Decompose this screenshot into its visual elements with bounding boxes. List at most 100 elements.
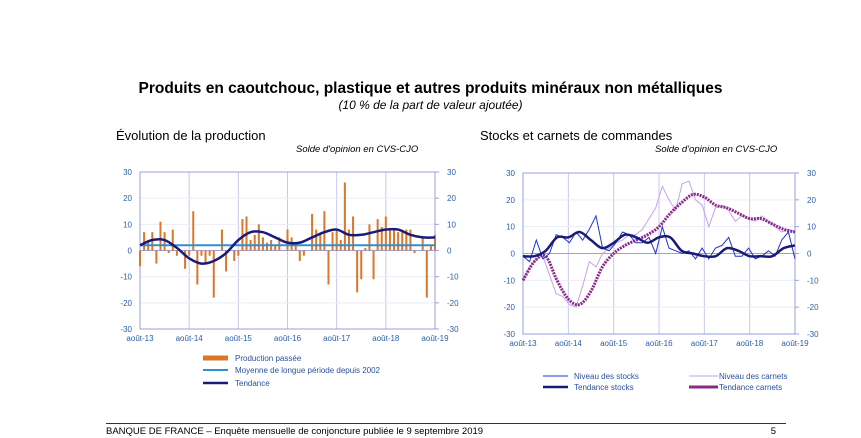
production-bar <box>360 250 363 280</box>
y-tick-label-left: 10 <box>123 220 132 229</box>
x-tick-label: août-13 <box>126 334 154 343</box>
y-tick-label-right: 20 <box>447 194 456 203</box>
production-bar <box>413 250 416 254</box>
plot-frame <box>522 172 796 335</box>
x-tick-label: août-16 <box>274 334 302 343</box>
production-bar <box>311 213 314 251</box>
production-bar <box>286 229 289 251</box>
x-tick-label: août-14 <box>176 334 204 343</box>
x-tick-label: août-18 <box>736 339 764 348</box>
y-tick-label-left: 30 <box>506 169 515 178</box>
x-tick-label: août-17 <box>691 339 719 348</box>
y-tick-label-left: -30 <box>503 330 515 339</box>
stocks-level-line <box>522 214 796 263</box>
production-bar <box>376 219 379 251</box>
production-bar <box>143 232 146 251</box>
stocks-unit-label: Solde d'opinion en CVS-CJO <box>655 144 778 155</box>
production-bar <box>368 224 371 251</box>
production-bar <box>167 250 170 254</box>
production-bar <box>233 250 236 261</box>
y-tick-label-right: 10 <box>807 223 816 232</box>
production-bar <box>225 250 228 272</box>
y-tick-label-left: 20 <box>123 194 132 203</box>
production-bar <box>298 250 301 261</box>
y-tick-label-right: -10 <box>447 273 459 282</box>
stocks-trend-legend-label: Tendance stocks <box>574 383 634 392</box>
y-tick-label-right: -20 <box>807 303 819 312</box>
production-bar <box>421 237 424 251</box>
production-bar <box>434 234 436 251</box>
x-tick-label: août-17 <box>323 334 351 343</box>
production-bar <box>139 250 141 267</box>
production-bar <box>429 245 432 251</box>
production-bar <box>364 247 367 251</box>
stocks-chart-title: Stocks et carnets de commandes <box>480 128 673 143</box>
y-tick-label-left: -20 <box>503 303 515 312</box>
production-bar <box>241 219 244 251</box>
production-bar <box>380 226 383 251</box>
production-bar <box>343 182 346 251</box>
y-tick-label-right: 0 <box>447 247 452 256</box>
production-bar <box>356 250 359 293</box>
production-bar <box>192 211 195 251</box>
production-bar <box>200 250 203 256</box>
y-tick-label-left: 0 <box>128 247 133 256</box>
production-bar <box>237 250 240 256</box>
y-tick-label-left: -20 <box>120 299 132 308</box>
page-subtitle: (10 % de la part de valeur ajoutée) <box>338 98 523 112</box>
production-bar <box>155 250 158 264</box>
x-tick-label: août-16 <box>645 339 673 348</box>
page-number: 5 <box>770 426 776 437</box>
production-bar <box>253 234 256 251</box>
x-tick-label: août-15 <box>225 334 253 343</box>
carnets-trend-line <box>521 192 796 307</box>
production-bar <box>352 216 355 251</box>
y-tick-label-right: 20 <box>807 196 816 205</box>
production-bar <box>175 250 178 256</box>
production-bar <box>331 232 334 251</box>
production-bar <box>278 237 281 251</box>
y-tick-label-right: 10 <box>447 220 456 229</box>
production-bar <box>388 229 391 251</box>
stocks-trend-line <box>522 230 796 259</box>
production-legend-label: Production passée <box>235 354 302 363</box>
production-bar <box>397 232 400 251</box>
production-bar <box>347 229 350 251</box>
mean-legend-label: Moyenne de longue période depuis 2002 <box>235 366 381 375</box>
production-bar <box>294 242 297 251</box>
production-unit-label: Solde d'opinion en CVS-CJO <box>296 144 419 155</box>
y-tick-label-left: 10 <box>506 223 515 232</box>
production-bar <box>319 234 322 251</box>
footer-text: BANQUE DE FRANCE – Enquête mensuelle de … <box>106 426 484 437</box>
production-bar <box>266 242 269 251</box>
y-tick-label-left: -10 <box>120 273 132 282</box>
page-title: Produits en caoutchouc, plastique et aut… <box>138 80 723 97</box>
production-bar <box>401 229 404 251</box>
y-tick-label-right: -10 <box>807 276 819 285</box>
production-bar <box>393 229 396 251</box>
production-bar <box>405 229 408 251</box>
y-tick-label-right: -30 <box>807 330 819 339</box>
production-bar <box>261 237 264 251</box>
production-bar <box>171 229 174 251</box>
carnets-trend-legend-label: Tendance carnets <box>719 383 782 392</box>
production-bar <box>188 250 191 256</box>
production-chart-title: Évolution de la production <box>116 128 266 143</box>
y-tick-label-right: -30 <box>447 325 459 334</box>
trend-line <box>139 227 436 265</box>
y-tick-label-right: 30 <box>447 168 456 177</box>
production-bar <box>384 216 387 251</box>
production-bar <box>274 245 277 251</box>
x-tick-label: août-13 <box>509 339 537 348</box>
trend-legend-label: Tendance <box>235 379 270 388</box>
y-tick-label-right: 0 <box>807 250 812 259</box>
x-tick-label: août-18 <box>372 334 400 343</box>
y-tick-label-left: -10 <box>503 276 515 285</box>
stocks-level-legend-label: Niveau des stocks <box>574 372 639 381</box>
production-bar <box>159 221 162 251</box>
production-bar <box>204 250 207 264</box>
production-bar <box>302 250 305 256</box>
x-tick-label: août-14 <box>555 339 583 348</box>
production-bar <box>425 250 428 298</box>
